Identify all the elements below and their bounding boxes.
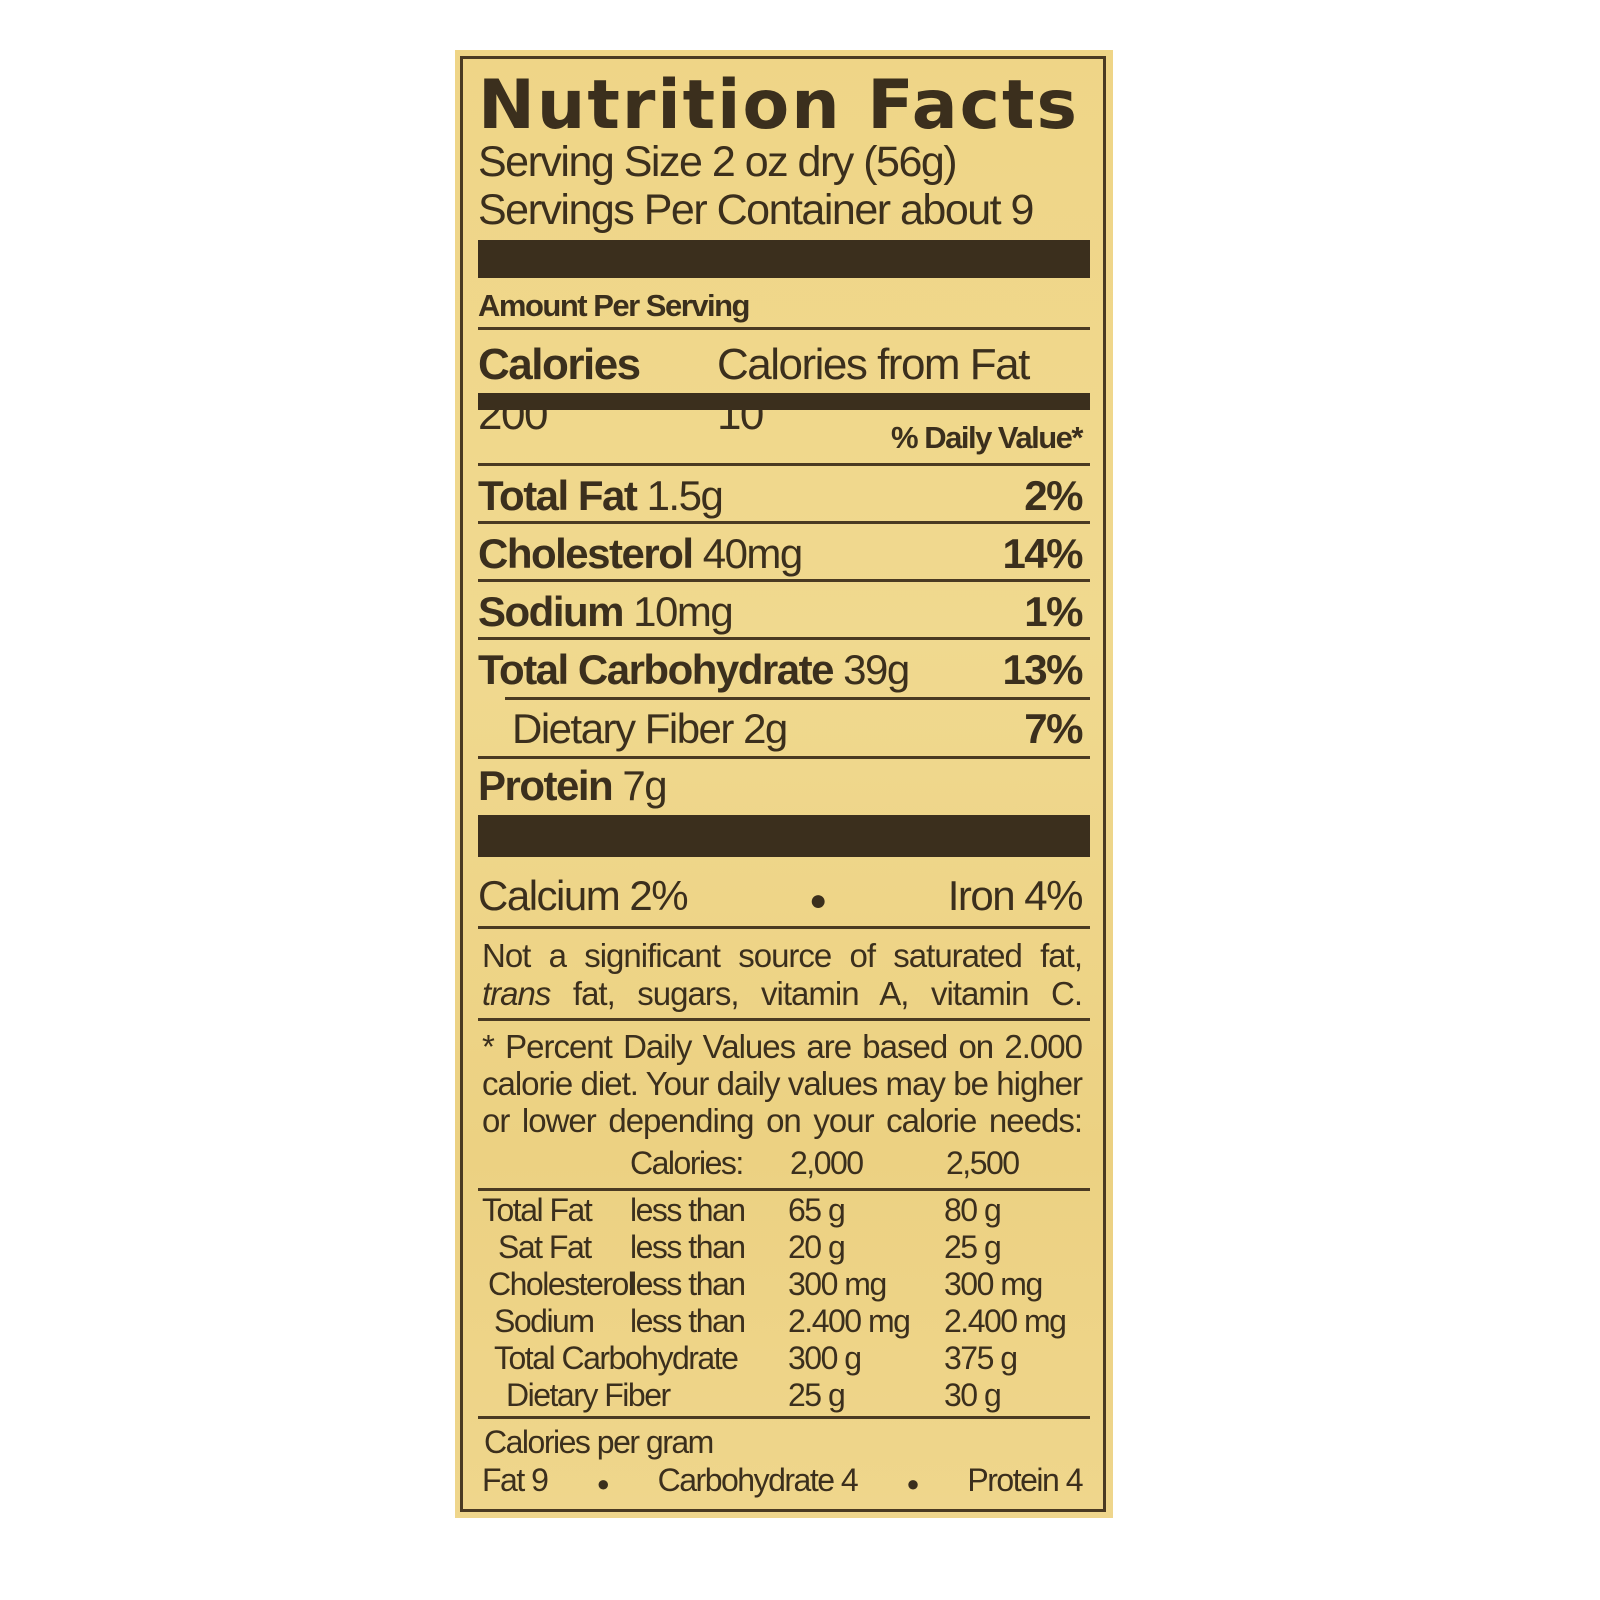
nutrient-row-sodium: Sodium 10mg 1% bbox=[478, 588, 1083, 635]
footnote: * Percent Daily Values are based on 2.00… bbox=[482, 1028, 1083, 1139]
calories-per-gram-row: Fat 9 ● Carbohydrate 4 ● Protein 4 bbox=[482, 1462, 1083, 1498]
calcium: Calcium 2% bbox=[478, 872, 689, 919]
title: Nutrition Facts bbox=[478, 66, 1079, 145]
dv-table-header-col1: 2,000 bbox=[790, 1145, 864, 1181]
not-significant-note: Not a significant source of saturated fa… bbox=[482, 937, 1083, 1012]
divider bbox=[505, 697, 1090, 700]
amount-per-serving: Amount Per Serving bbox=[478, 288, 751, 323]
bullet-icon: ● bbox=[809, 884, 827, 917]
nutrient-row-protein: Protein 7g bbox=[478, 762, 668, 809]
medium-divider bbox=[478, 393, 1090, 410]
divider bbox=[478, 1188, 1090, 1191]
divider bbox=[478, 463, 1090, 466]
divider bbox=[478, 926, 1090, 929]
daily-value-header: % Daily Value* bbox=[891, 420, 1083, 455]
nutrient-row-dietary-fiber: Dietary Fiber 2g 7% bbox=[512, 705, 1083, 752]
vitamins-row: Calcium 2% ● Iron 4% bbox=[478, 872, 1084, 920]
divider bbox=[478, 521, 1090, 524]
dv-table-names: Total Fat Sat Fat Cholesterol Sodium Tot… bbox=[482, 1192, 739, 1413]
nutrient-row-total-fat: Total Fat 1.5g 2% bbox=[478, 472, 1083, 519]
divider bbox=[478, 637, 1090, 640]
label-border bbox=[460, 56, 1106, 1512]
divider bbox=[478, 756, 1090, 759]
dv-table-col-2000: 65 g 20 g 300 mg 2.400 mg 300 g 25 g bbox=[788, 1192, 911, 1413]
serving-size: Serving Size 2 oz dry (56g) bbox=[478, 138, 958, 186]
bullet-icon: ● bbox=[906, 1471, 919, 1496]
divider bbox=[478, 1416, 1090, 1419]
divider bbox=[478, 1018, 1090, 1021]
dv-table-qualifiers: less than less than less than less than bbox=[630, 1192, 746, 1339]
nutrition-label bbox=[455, 50, 1113, 1518]
bullet-icon: ● bbox=[596, 1471, 610, 1496]
dv-table-header-col2: 2,500 bbox=[946, 1145, 1020, 1181]
nutrient-row-total-carbohydrate: Total Carbohydrate 39g 13% bbox=[478, 646, 1083, 693]
divider bbox=[478, 327, 1090, 330]
calories: Calories 200 bbox=[478, 340, 641, 439]
dv-table-header-label: Calories: bbox=[630, 1145, 744, 1181]
divider bbox=[478, 579, 1090, 582]
dv-table-col-2500: 80 g 25 g 300 mg 2.400 mg 375 g 30 g bbox=[944, 1192, 1067, 1413]
servings-per-container: Servings Per Container about 9 bbox=[478, 186, 1034, 234]
nutrient-row-cholesterol: Cholesterol 40mg 14% bbox=[478, 530, 1083, 577]
thick-divider bbox=[478, 815, 1090, 857]
thick-divider bbox=[478, 240, 1090, 278]
calories-per-gram-title: Calories per gram bbox=[484, 1424, 714, 1460]
iron: Iron 4% bbox=[947, 872, 1084, 919]
